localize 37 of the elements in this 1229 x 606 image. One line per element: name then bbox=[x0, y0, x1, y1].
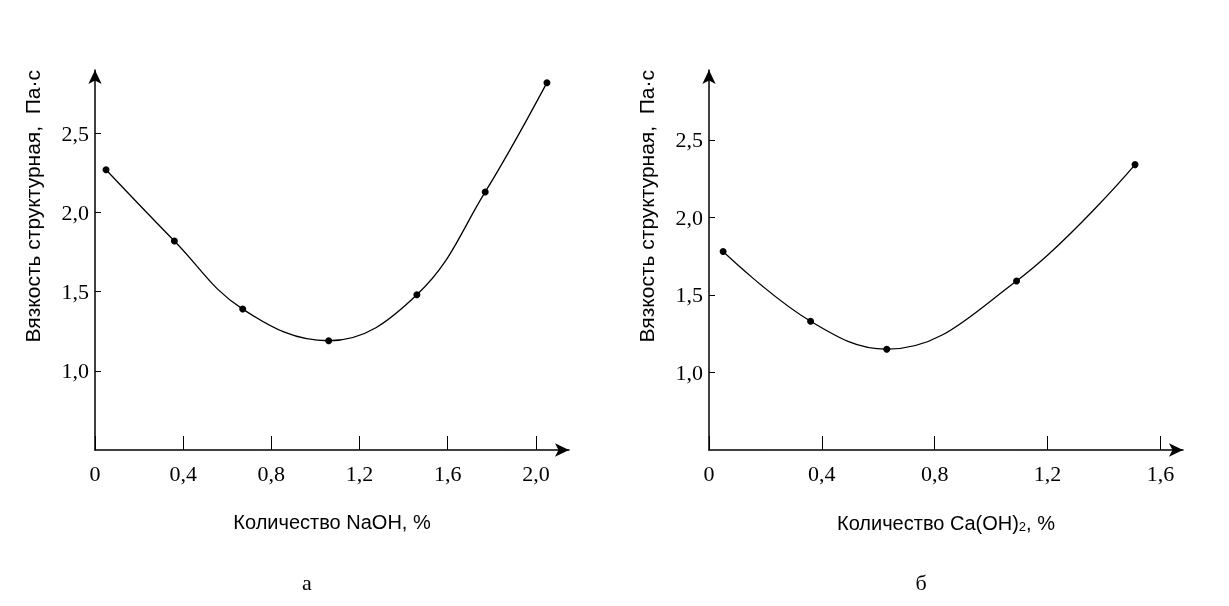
y-tick-label: 1,5 bbox=[61, 279, 89, 305]
x-tick-label: 2,0 bbox=[522, 460, 550, 486]
x-tick-label: 1,2 bbox=[345, 460, 374, 486]
point bbox=[325, 337, 333, 345]
point bbox=[413, 291, 421, 299]
x-tick-label: 0 bbox=[703, 460, 715, 486]
y-tick-label: 1,0 bbox=[61, 358, 89, 384]
y-tick-label: 2,0 bbox=[61, 200, 89, 225]
point bbox=[1131, 161, 1139, 169]
point bbox=[102, 166, 110, 174]
point bbox=[719, 247, 727, 255]
x-tick-label: 0,8 bbox=[257, 460, 286, 486]
point bbox=[481, 188, 489, 196]
x-tick-label: 1,6 bbox=[1146, 460, 1175, 486]
y-tick-label: 2,0 bbox=[675, 204, 703, 230]
point bbox=[170, 237, 178, 245]
x-tick-label: 0,4 bbox=[808, 460, 836, 486]
text: б bbox=[914, 570, 928, 596]
x-tick-label: 0,4 bbox=[169, 460, 197, 486]
x-tick-label: 1,2 bbox=[1033, 460, 1062, 486]
x-axis-title: Количество NaOH, % bbox=[233, 511, 431, 533]
point bbox=[543, 79, 551, 87]
y-tick-label: 1,5 bbox=[675, 282, 703, 308]
point bbox=[1013, 277, 1021, 285]
text: а bbox=[301, 570, 313, 596]
y-tick-label: 2,5 bbox=[675, 127, 703, 153]
x-tick-label: 0,8 bbox=[920, 460, 949, 486]
y-axis-title: Вязкость структурная, Па·с bbox=[21, 70, 44, 343]
point bbox=[807, 317, 815, 325]
y-tick-label: 2,5 bbox=[61, 120, 89, 146]
x-tick-label: 1,6 bbox=[433, 460, 462, 486]
x-tick-label: 0 bbox=[89, 460, 101, 486]
point bbox=[239, 305, 247, 313]
y-tick-label: 1,0 bbox=[675, 359, 703, 385]
y-axis-title: Вязкость структурная, Па·с bbox=[635, 70, 658, 343]
x-axis-title: Количество Ca(OH)2, % bbox=[837, 511, 1056, 534]
point bbox=[883, 345, 891, 353]
